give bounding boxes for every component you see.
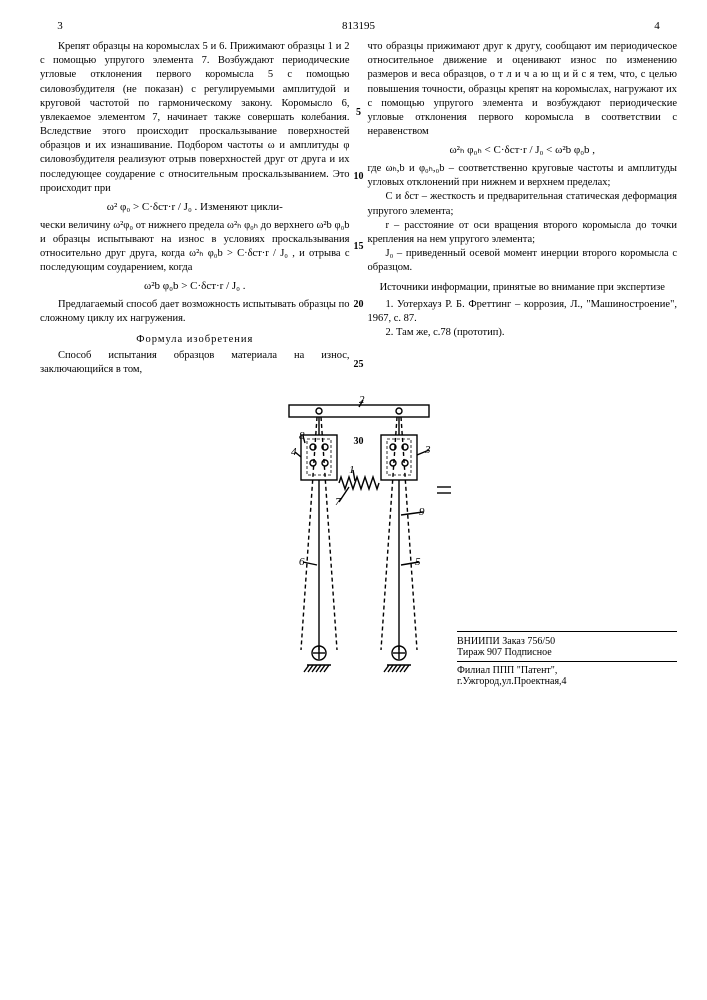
svg-text:1: 1 [349, 464, 355, 476]
para: С и δст – жесткость и предварительная ст… [368, 190, 678, 218]
svg-text:3: 3 [424, 444, 431, 456]
page-num-left: 3 [40, 20, 80, 32]
svg-text:4: 4 [291, 446, 297, 458]
header: 3 813195 4 [40, 20, 677, 32]
footer-line: Тираж 907 Подписное [457, 647, 677, 658]
doc-number: 813195 [80, 20, 637, 32]
text-columns: 51015202530 Крепят образцы на коромыслах… [40, 40, 677, 377]
page-num-right: 4 [637, 20, 677, 32]
para: Предлагаемый способ дает возможность исп… [40, 298, 350, 326]
imprint-footer: ВНИИПИ Заказ 756/50 Тираж 907 Подписное … [457, 631, 677, 687]
para: что образцы прижимают друг к другу, сооб… [368, 40, 678, 139]
page: 3 813195 4 51015202530 Крепят образцы на… [0, 0, 707, 715]
svg-text:7: 7 [335, 496, 341, 508]
para: Крепят образцы на коромыслах 5 и 6. Приж… [40, 40, 350, 196]
footer-line: Филиал ППП "Патент", [457, 665, 677, 676]
sources-title: Источники информации, принятые во вниман… [368, 281, 678, 295]
column-left: Крепят образцы на коромыслах 5 и 6. Приж… [40, 40, 350, 377]
divider [457, 661, 677, 662]
para: r – расстояние от оси вращения второго к… [368, 219, 678, 247]
footer-line: г.Ужгород,ул.Проектная,4 [457, 676, 677, 687]
svg-text:9: 9 [419, 506, 425, 518]
svg-text:2: 2 [359, 395, 365, 406]
line-number: 15 [350, 240, 368, 254]
svg-text:8: 8 [299, 430, 305, 442]
svg-text:5: 5 [415, 556, 421, 568]
reference: 2. Там же, с.78 (прототип). [368, 326, 678, 340]
para: Способ испытания образцов материала на и… [40, 349, 350, 377]
para: J₀ – приведенный осевой момент инерции в… [368, 247, 678, 275]
formula: ω²ₕ φ₀ₕ < C·δст·r / J₀ < ω²b φ₀b , [368, 143, 678, 158]
formula: ω² φ₀ > C·δст·r / J₀ . Изменяют цикли- [40, 200, 350, 215]
line-number: 25 [350, 358, 368, 372]
para: где ωₕ,b и φ₀ₕ,₀b – соответственно круго… [368, 162, 678, 190]
claims-title: Формула изобретения [40, 333, 350, 347]
apparatus-diagram: 2 4 3 1 7 6 5 8 9 [259, 395, 459, 695]
reference: 1. Уотерхауз Р. Б. Фреттинг – коррозия, … [368, 298, 678, 326]
para: чески величину ω²φ₀ от нижнего предела ω… [40, 219, 350, 276]
svg-text:6: 6 [299, 556, 305, 568]
line-number: 20 [350, 298, 368, 312]
line-number: 5 [350, 106, 368, 120]
line-number: 10 [350, 170, 368, 184]
formula: ω²b φ₀b > C·δст·r / J₀ . [40, 279, 350, 294]
footer-line: ВНИИПИ Заказ 756/50 [457, 636, 677, 647]
column-right: что образцы прижимают друг к другу, сооб… [368, 40, 678, 377]
